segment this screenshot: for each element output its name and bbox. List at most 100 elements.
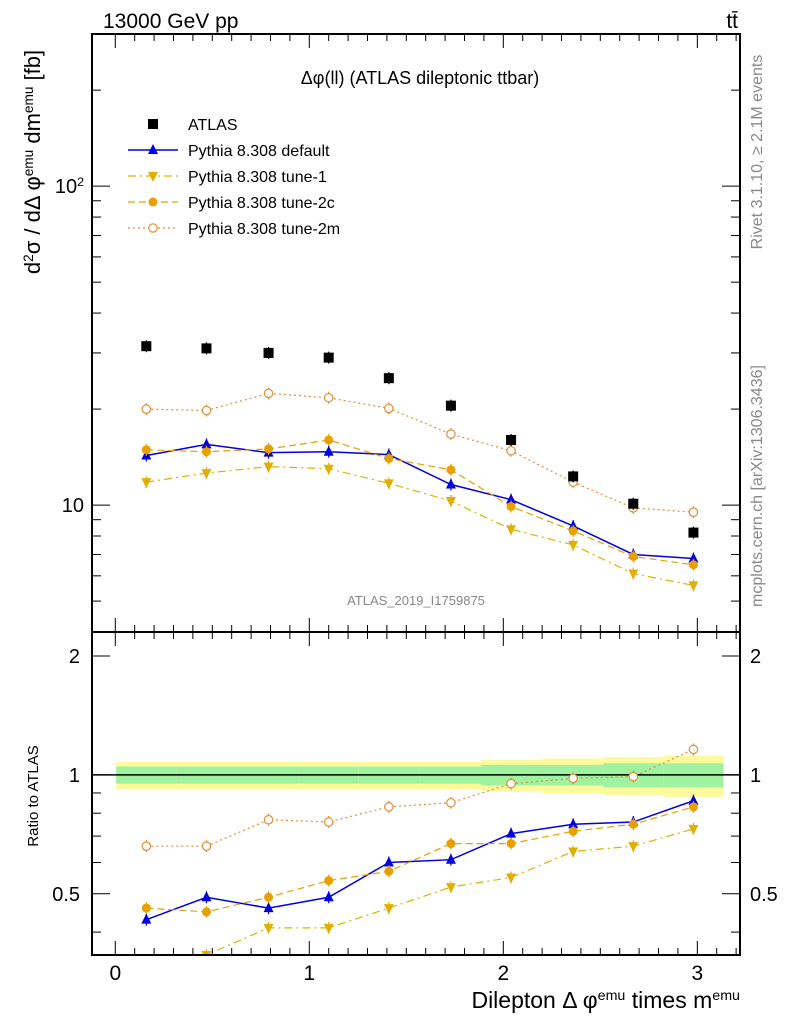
ratio-line-pythia-8-308-tune-2m xyxy=(146,748,694,847)
ratio-point-pythia-8-308-tune-2m xyxy=(568,773,578,784)
main-point-atlas xyxy=(688,527,699,538)
legend-marker-pythia-8-308-default xyxy=(148,144,158,154)
main-point-pythia-8-308-tune-2c xyxy=(264,444,274,454)
ratio-point-pythia-8-308-default xyxy=(445,853,456,864)
ratio-point-pythia-8-308-tune-2c xyxy=(446,839,456,849)
ratio-y-tick-label: 2 xyxy=(69,646,80,668)
ratio-point-pythia-8-308-tune-2m xyxy=(688,744,699,755)
legend: ATLAS Pythia 8.308 default Pythia 8.308 tu… xyxy=(128,117,340,238)
rivet-label: Rivet 3.1.10, ≥ 2.1M events xyxy=(749,55,766,250)
main-point-pythia-8-308-tune-2m xyxy=(384,403,394,414)
ratio-line-pythia-8-308-tune-2c xyxy=(146,806,694,913)
ratio-y-tick-label: 0.5 xyxy=(52,884,80,906)
ratio-y-axis-label: Ratio to ATLAS xyxy=(25,745,42,846)
ratio-point-pythia-8-308-tune-1 xyxy=(688,824,699,835)
main-point-atlas xyxy=(263,347,274,358)
ratio-y-tick-label-right: 0.5 xyxy=(750,884,778,906)
header-process: tt̄ xyxy=(726,10,738,33)
ratio-point-pythia-8-308-tune-2m xyxy=(263,814,274,825)
ratio-panel: 0 1 2 3 0.5 0.5 1 1 2 2 xyxy=(52,631,778,985)
legend-marker-pythia-8-308-tune-2c xyxy=(148,197,158,207)
legend-label-pythia-8-308-tune-1: Pythia 8.308 tune-1 xyxy=(188,169,327,186)
ratio-point-pythia-8-308-default xyxy=(141,913,152,924)
legend-label-pythia-8-308-tune-2c: Pythia 8.308 tune-2c xyxy=(188,195,335,212)
ratio-point-pythia-8-308-tune-2m xyxy=(628,771,639,782)
main-point-atlas xyxy=(506,434,517,445)
main-point-atlas xyxy=(201,343,212,354)
main-plot-area xyxy=(141,340,699,592)
main-point-pythia-8-308-tune-2m xyxy=(688,507,699,517)
main-point-pythia-8-308-default xyxy=(445,478,456,489)
main-point-pythia-8-308-default xyxy=(201,438,212,449)
ratio-point-pythia-8-308-tune-2m xyxy=(323,817,334,827)
ratio-point-pythia-8-308-default xyxy=(323,891,334,902)
main-point-pythia-8-308-tune-2m xyxy=(263,388,274,399)
ratio-point-pythia-8-308-tune-1 xyxy=(141,956,151,966)
y-tick-label: 10 xyxy=(62,495,84,517)
chart-title: Δφ(ll) (ATLAS dileptonic ttbar) xyxy=(301,68,539,88)
main-point-atlas xyxy=(323,352,334,363)
ratio-point-pythia-8-308-tune-1 xyxy=(263,923,274,934)
main-point-pythia-8-308-tune-1 xyxy=(141,478,152,489)
main-point-pythia-8-308-tune-1 xyxy=(568,540,579,551)
ratio-point-pythia-8-308-tune-1 xyxy=(568,847,579,858)
ratio-frame xyxy=(91,631,741,956)
analysis-id: ATLAS_2019_I1759875 xyxy=(347,593,485,608)
x-tick-label: 1 xyxy=(303,962,315,985)
y-axis-label: d2σ / dΔ φemu dmemu [fb] xyxy=(20,50,45,274)
ratio-point-pythia-8-308-tune-1 xyxy=(323,923,334,934)
legend-label-pythia-8-308-tune-2m: Pythia 8.308 tune-2m xyxy=(188,221,340,238)
ratio-point-pythia-8-308-tune-2c xyxy=(264,892,274,902)
main-point-atlas xyxy=(383,373,394,384)
main-point-pythia-8-308-tune-1 xyxy=(506,525,517,536)
main-point-pythia-8-308-tune-2c xyxy=(506,501,516,511)
ratio-point-pythia-8-308-tune-1 xyxy=(628,842,639,853)
ratio-line-pythia-8-308-default xyxy=(146,800,694,921)
ratio-point-pythia-8-308-tune-2c xyxy=(141,903,151,913)
x-tick-label: 2 xyxy=(497,962,509,985)
legend-label-atlas: ATLAS xyxy=(188,117,238,134)
ratio-point-pythia-8-308-default xyxy=(568,818,579,829)
y-tick-label: 102 xyxy=(55,175,84,198)
main-point-atlas xyxy=(445,400,456,411)
main-point-pythia-8-308-tune-2m xyxy=(141,404,152,414)
ratio-point-pythia-8-308-tune-2m xyxy=(506,778,516,789)
ratio-y-tick-label-right: 1 xyxy=(750,765,761,787)
main-line-pythia-8-308-tune-2m xyxy=(146,392,694,513)
ratio-point-pythia-8-308-default xyxy=(383,856,394,867)
main-point-atlas xyxy=(628,498,639,509)
main-panel: 10 102 xyxy=(55,33,741,633)
main-point-atlas xyxy=(141,341,152,352)
ratio-point-pythia-8-308-tune-2m xyxy=(384,802,394,812)
main-line-pythia-8-308-tune-1 xyxy=(146,466,694,586)
ratio-point-pythia-8-308-tune-2m xyxy=(446,797,456,808)
ratio-y-tick-label: 1 xyxy=(69,765,80,787)
main-line-pythia-8-308-tune-2c xyxy=(146,439,694,566)
ratio-point-pythia-8-308-tune-1 xyxy=(383,904,394,915)
ratio-point-pythia-8-308-default xyxy=(506,827,517,838)
main-point-pythia-8-308-tune-2m xyxy=(201,405,212,416)
main-point-pythia-8-308-tune-2c xyxy=(446,465,456,475)
ratio-point-pythia-8-308-tune-2m xyxy=(141,841,152,851)
main-point-pythia-8-308-tune-1 xyxy=(201,469,212,480)
main-point-pythia-8-308-tune-2c xyxy=(688,560,698,570)
main-point-pythia-8-308-tune-1 xyxy=(383,479,394,490)
x-tick-label: 3 xyxy=(691,962,703,985)
main-point-pythia-8-308-default xyxy=(688,552,699,563)
ratio-point-pythia-8-308-default xyxy=(688,794,699,805)
main-point-pythia-8-308-tune-2c xyxy=(324,435,334,445)
header-collision: 13000 GeV pp xyxy=(103,10,238,33)
ratio-line-pythia-8-308-tune-1 xyxy=(199,828,694,955)
main-point-pythia-8-308-tune-2c xyxy=(201,447,211,457)
ratio-point-pythia-8-308-tune-2c xyxy=(384,866,394,876)
main-point-pythia-8-308-default xyxy=(506,493,517,504)
ratio-point-pythia-8-308-tune-2c xyxy=(628,819,638,829)
legend-label-pythia-8-308-default: Pythia 8.308 default xyxy=(188,143,330,160)
ratio-plot-area xyxy=(92,743,740,966)
main-point-pythia-8-308-tune-2m xyxy=(506,445,516,456)
ratio-point-pythia-8-308-tune-2m xyxy=(201,841,212,851)
ratio-point-pythia-8-308-tune-1 xyxy=(506,873,517,884)
legend-marker-pythia-8-308-tune-2m xyxy=(148,223,158,233)
ratio-point-pythia-8-308-tune-2c xyxy=(201,907,211,917)
